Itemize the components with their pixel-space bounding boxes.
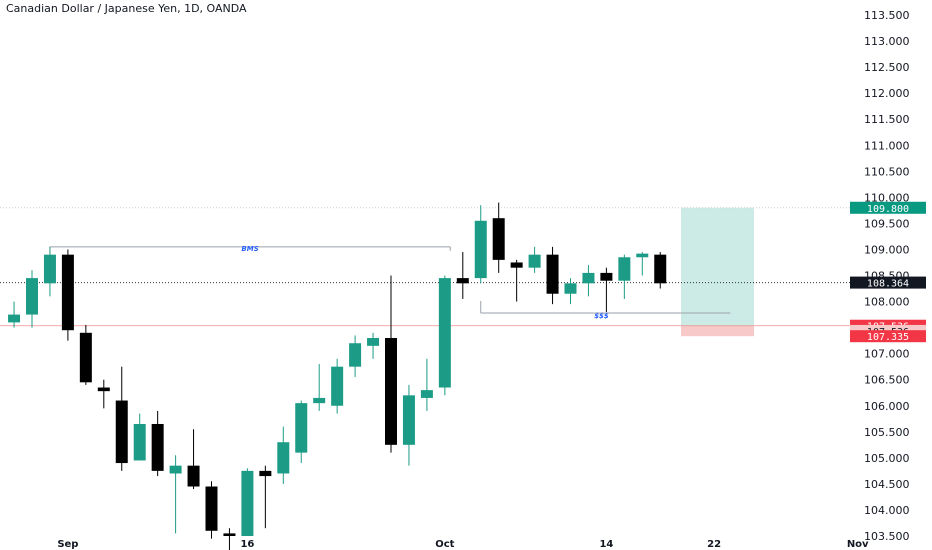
candle-body <box>277 442 290 474</box>
candle-body <box>79 332 92 383</box>
candle-body <box>438 278 451 388</box>
x-tick-label: Nov <box>847 539 869 550</box>
price-badge <box>850 201 926 214</box>
candle-body <box>456 278 469 284</box>
candle-body <box>420 390 433 398</box>
y-tick-label: 104.000 <box>864 504 910 517</box>
candle-body <box>97 387 110 392</box>
candle-body <box>295 403 308 453</box>
candle-body <box>528 254 541 268</box>
candle-body <box>367 338 380 346</box>
candle-body <box>546 254 559 294</box>
candle-body <box>582 272 595 284</box>
candle-body <box>313 397 326 404</box>
liquidity-label: $$$ <box>594 312 609 320</box>
y-tick-label: 109.500 <box>864 217 910 230</box>
candle-body <box>223 533 236 536</box>
y-tick-label: 104.500 <box>864 478 910 491</box>
candle-body <box>241 470 254 536</box>
x-tick-label: 22 <box>707 539 721 550</box>
candle-body <box>654 254 667 284</box>
candle-body <box>618 257 631 281</box>
target-zone <box>681 207 754 326</box>
y-tick-label: 112.500 <box>864 61 910 74</box>
x-tick-label: Oct <box>435 539 454 550</box>
y-tick-label: 109.000 <box>864 243 910 256</box>
candle-body <box>205 486 218 531</box>
candle-body <box>187 465 200 487</box>
y-tick-label: 108.000 <box>864 296 910 309</box>
y-tick-label: 111.500 <box>864 113 910 126</box>
y-tick-label: 106.500 <box>864 374 910 387</box>
candle-body <box>474 220 487 279</box>
stop-zone <box>681 325 754 337</box>
candle-body <box>133 423 146 461</box>
x-tick-label: Sep <box>57 539 78 550</box>
y-tick-label: 105.000 <box>864 452 910 465</box>
y-tick-label: 113.000 <box>864 35 910 48</box>
y-tick-label: 110.000 <box>864 191 910 204</box>
candle-body <box>26 278 38 315</box>
price-badge <box>850 330 926 343</box>
chart-title: Canadian Dollar / Japanese Yen, 1D, OAND… <box>6 2 247 15</box>
candle-body <box>636 253 649 258</box>
price-badge <box>850 276 926 289</box>
x-tick-label: 14 <box>599 539 613 550</box>
y-tick-label: 111.000 <box>864 139 910 152</box>
price-badge-label: 107.335 <box>867 332 909 343</box>
x-tick-label: 16 <box>240 539 254 550</box>
candle-body <box>349 343 362 367</box>
candle-body <box>600 272 613 281</box>
candle-body <box>151 423 164 471</box>
y-tick-label: 106.000 <box>864 400 910 413</box>
candle-body <box>492 218 505 260</box>
price-badge-label: 109.800 <box>867 204 909 215</box>
y-tick-label: 107.000 <box>864 348 910 361</box>
bms-label: BMS <box>241 245 258 253</box>
candle-body <box>61 254 74 331</box>
candle-body <box>331 366 344 406</box>
y-tick-label: 110.500 <box>864 165 910 178</box>
candle-body <box>43 254 56 284</box>
candle-body <box>169 465 182 474</box>
y-tick-label: 103.500 <box>864 530 910 543</box>
candle-body <box>259 470 272 477</box>
candle-body <box>385 338 397 445</box>
candle-body <box>564 283 577 294</box>
candle-body <box>510 262 523 268</box>
candle-body <box>115 400 128 464</box>
candle-body <box>8 314 21 323</box>
price-badge-label: 108.364 <box>867 279 909 290</box>
y-tick-label: 113.500 <box>864 9 910 22</box>
y-tick-label: 105.500 <box>864 426 910 439</box>
y-tick-label: 112.000 <box>864 87 910 100</box>
candle-body <box>402 395 415 445</box>
